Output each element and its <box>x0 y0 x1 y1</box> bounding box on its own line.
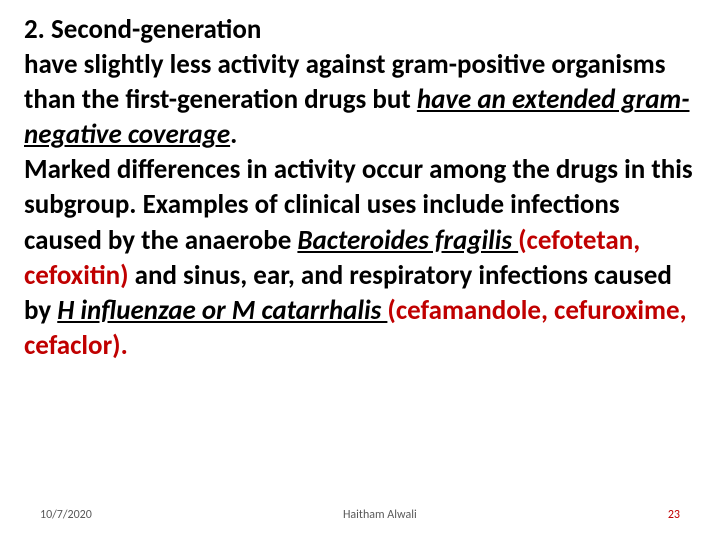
paragraph-2: Marked differences in activity occur amo… <box>24 152 696 363</box>
p2-organism-2: H influenzae or M catarrhalis <box>57 294 387 327</box>
slide-footer: 10/7/2020 Haitham Alwali 23 <box>0 508 720 522</box>
paragraph-1: have slightly less activity against gram… <box>24 47 696 152</box>
footer-page-number: 23 <box>668 508 680 522</box>
p1-text-c: . <box>230 118 237 151</box>
footer-author: Haitham Alwali <box>343 508 417 522</box>
p2-organism-1: Bacteroides fragilis <box>297 224 518 257</box>
footer-date: 10/7/2020 <box>40 508 92 522</box>
slide-body: 2. Second-generation have slightly less … <box>0 0 720 363</box>
heading: 2. Second-generation <box>24 12 696 47</box>
